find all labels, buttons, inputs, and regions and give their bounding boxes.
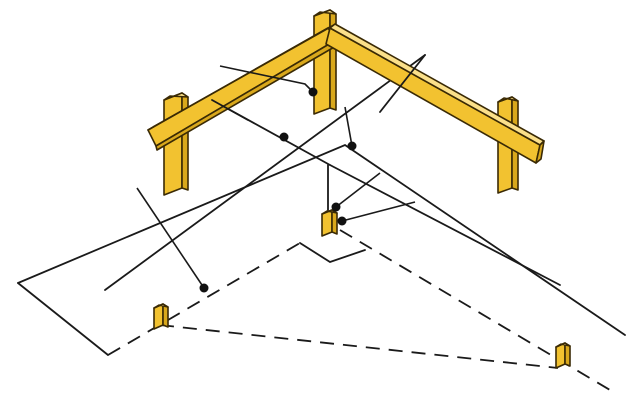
leader-string-left (136, 187, 205, 289)
string-lines-front (211, 54, 426, 121)
building-line-diagonal (159, 324, 559, 369)
string-line-left-outer (17, 143, 626, 336)
callout-dot-plumb (331, 202, 341, 212)
batter-boards (147, 9, 545, 196)
building-line-left (107, 242, 301, 356)
string-lines (17, 54, 626, 356)
right-ground-stake (555, 342, 571, 369)
string-line-back-front (211, 99, 249, 121)
leader-plumb (335, 172, 381, 208)
callout-dot-batter-board (308, 87, 318, 97)
string-line-front (104, 54, 426, 291)
right-batter-board (325, 23, 545, 164)
building-lines (107, 229, 611, 391)
leader-front-string (344, 106, 353, 147)
corner-square (299, 242, 366, 263)
callout-leaders (136, 65, 416, 293)
string-line-front-upper (379, 54, 426, 113)
callout-dot-front-string (347, 141, 357, 151)
leader-corner-stake (341, 201, 416, 222)
ground-stakes (153, 209, 571, 369)
corner-stake (321, 209, 338, 237)
left-batter-board (147, 24, 337, 151)
callout-dot-corner-stake (337, 216, 347, 226)
callout-dot-back-string (279, 132, 289, 142)
callout-dot-string-left (199, 283, 209, 293)
string-line-left-edge (17, 282, 109, 356)
left-ground-stake (153, 303, 169, 330)
string-line-right-back (329, 164, 561, 286)
